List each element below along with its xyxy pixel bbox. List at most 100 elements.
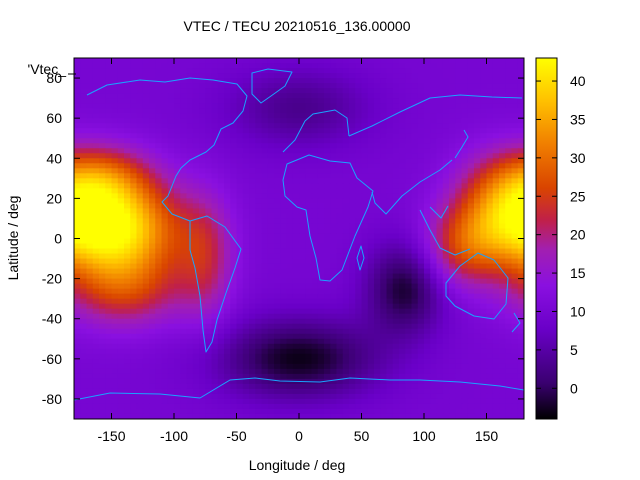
heatmap-cell: [230, 138, 238, 144]
heatmap-cell: [392, 83, 400, 89]
heatmap-cell: [224, 183, 231, 189]
heatmap-cell: [274, 63, 281, 69]
heatmap-cell: [324, 378, 331, 385]
heatmap-cell: [99, 388, 106, 395]
heatmap-cell: [374, 353, 381, 360]
heatmap-cell: [386, 303, 394, 310]
heatmap-cell: [424, 83, 431, 89]
heatmap-cell: [186, 88, 194, 94]
heatmap-cell: [299, 143, 306, 149]
heatmap-cell: [249, 233, 256, 240]
heatmap-cell: [205, 368, 213, 375]
heatmap-cell: [236, 163, 244, 169]
heatmap-cell: [480, 238, 488, 245]
heatmap-cell: [492, 163, 500, 169]
heatmap-cell: [199, 308, 206, 315]
heatmap-cell: [399, 288, 406, 295]
heatmap-cell: [161, 123, 169, 129]
heatmap-cell: [492, 273, 500, 280]
heatmap-cell: [417, 138, 425, 144]
heatmap-cell: [386, 213, 394, 220]
heatmap-cell: [430, 73, 438, 79]
heatmap-cell: [430, 323, 438, 330]
heatmap-cell: [286, 203, 294, 210]
heatmap-cell: [342, 198, 350, 204]
heatmap-cell: [249, 128, 256, 134]
heatmap-cell: [111, 233, 119, 240]
heatmap-cell: [486, 358, 494, 365]
heatmap-cell: [255, 123, 263, 129]
heatmap-cell: [142, 328, 150, 335]
heatmap-cell: [442, 363, 450, 370]
heatmap-cell: [167, 143, 175, 149]
heatmap-cell: [92, 368, 100, 375]
heatmap-cell: [292, 248, 300, 255]
heatmap-cell: [492, 133, 500, 139]
heatmap-cell: [505, 98, 513, 104]
heatmap-cell: [411, 293, 419, 300]
heatmap-cell: [374, 388, 381, 395]
heatmap-cell: [236, 313, 244, 320]
heatmap-cell: [86, 338, 94, 345]
heatmap-cell: [392, 193, 400, 199]
heatmap-cell: [92, 238, 100, 245]
heatmap-cell: [199, 98, 206, 104]
heatmap-cell: [142, 388, 150, 395]
heatmap-cell: [492, 63, 500, 69]
heatmap-cell: [517, 138, 524, 144]
heatmap-cell: [299, 113, 306, 119]
heatmap-cell: [442, 398, 450, 405]
heatmap-cell: [449, 368, 456, 375]
heatmap-cell: [261, 388, 269, 395]
heatmap-cell: [242, 178, 250, 184]
heatmap-cell: [317, 68, 325, 74]
heatmap-cell: [149, 223, 156, 230]
heatmap-cell: [399, 263, 406, 270]
heatmap-cell: [467, 258, 475, 265]
heatmap-cell: [436, 78, 444, 84]
heatmap-cell: [149, 228, 156, 235]
heatmap-cell: [417, 378, 425, 385]
heatmap-cell: [74, 58, 81, 64]
heatmap-cell: [255, 158, 263, 164]
heatmap-cell: [186, 118, 194, 124]
heatmap-cell: [492, 98, 500, 104]
heatmap-cell: [280, 213, 288, 220]
heatmap-cell: [99, 108, 106, 114]
heatmap-cell: [286, 228, 294, 235]
heatmap-cell: [111, 138, 119, 144]
heatmap-cell: [242, 373, 250, 380]
heatmap-cell: [349, 243, 356, 250]
heatmap-cell: [374, 133, 381, 139]
heatmap-cell: [317, 363, 325, 370]
heatmap-cell: [155, 63, 163, 69]
heatmap-cell: [399, 78, 406, 84]
heatmap-cell: [124, 288, 131, 295]
heatmap-cell: [167, 153, 175, 159]
heatmap-cell: [392, 183, 400, 189]
heatmap-cell: [436, 383, 444, 390]
heatmap-cell: [149, 258, 156, 265]
heatmap-cell: [217, 73, 225, 79]
heatmap-cell: [199, 198, 206, 204]
heatmap-cell: [230, 238, 238, 245]
heatmap-cell: [161, 258, 169, 265]
heatmap-cell: [99, 248, 106, 255]
heatmap-cell: [349, 393, 356, 400]
heatmap-cell: [517, 73, 524, 79]
heatmap-cell: [449, 213, 456, 220]
heatmap-cell: [311, 88, 319, 94]
heatmap-cell: [261, 218, 269, 225]
heatmap-cell: [236, 183, 244, 189]
heatmap-cell: [74, 193, 81, 199]
heatmap-cell: [255, 233, 263, 240]
heatmap-cell: [92, 143, 100, 149]
heatmap-cell: [492, 128, 500, 134]
heatmap-cell: [161, 388, 169, 395]
heatmap-cell: [242, 128, 250, 134]
heatmap-cell: [417, 238, 425, 245]
heatmap-cell: [292, 308, 300, 315]
heatmap-cell: [217, 263, 225, 270]
heatmap-cell: [442, 263, 450, 270]
heatmap-cell: [424, 303, 431, 310]
